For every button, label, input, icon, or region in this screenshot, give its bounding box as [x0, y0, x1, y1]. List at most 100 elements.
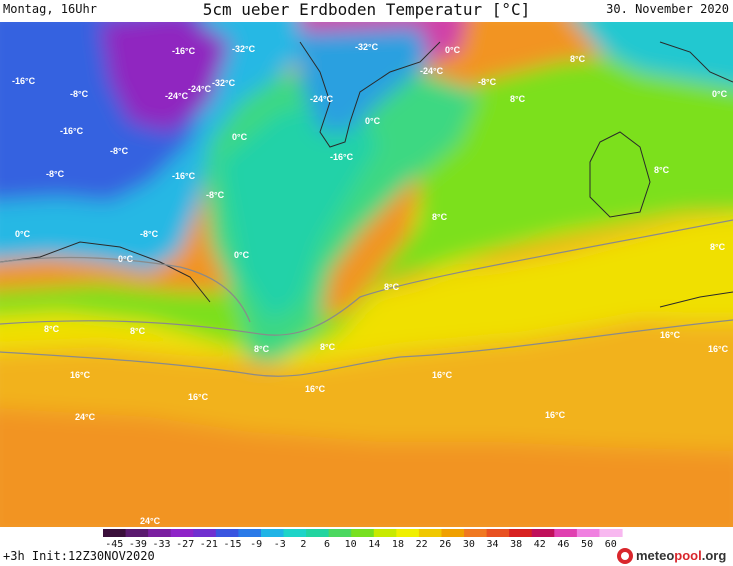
isotherms: [0, 219, 733, 377]
label-zero: 0°C: [365, 116, 381, 126]
scale-tick-label: -39: [129, 539, 147, 547]
scale-tick-label: 22: [416, 539, 428, 547]
scale-tick-label: 10: [345, 539, 357, 547]
scale-tick-label: -27: [176, 539, 194, 547]
scale-tick-label: -15: [223, 539, 241, 547]
label-eight: 8°C: [130, 326, 146, 336]
logo-text-post: .org: [701, 548, 727, 563]
label-eight: 8°C: [254, 344, 270, 354]
scale-swatch: [576, 529, 601, 537]
scale-tick-label: 60: [605, 539, 617, 547]
label-minus8: -8°C: [478, 77, 497, 87]
temperature-map: -32°C -32°C -32°C -24°C -24°C -24°C -24°…: [0, 22, 733, 527]
scale-tick-label: -21: [200, 539, 218, 547]
label-zero: 0°C: [118, 254, 134, 264]
temperature-field: [0, 22, 733, 527]
label-zero: 0°C: [234, 250, 250, 260]
scale-swatch: [418, 529, 443, 537]
label-sixteen: 16°C: [305, 384, 326, 394]
scale-tick-label: -33: [153, 539, 171, 547]
scale-swatch: [125, 529, 149, 537]
map-title: 5cm ueber Erdboden Temperatur [°C]: [202, 0, 531, 19]
label-sixteen: 16°C: [545, 410, 566, 420]
logo-text-pre: meteo: [636, 548, 675, 563]
scale-tick-label: -9: [250, 539, 262, 547]
color-scale: -45 -39 -33 -27 -21 -15 -9 -3 2 6 10 14 18 22 26 30 34 38…: [103, 529, 623, 547]
label-eight: 8°C: [44, 324, 60, 334]
coastlines: [0, 41, 733, 308]
scale-tick-label: 26: [439, 539, 451, 547]
label-eight: 8°C: [710, 242, 726, 252]
label-sixteen: 16°C: [70, 370, 91, 380]
scale-tick-label: 18: [392, 539, 404, 547]
scale-tick-label: 30: [463, 539, 475, 547]
scale-tick-label: 34: [486, 539, 498, 547]
label-eight: 8°C: [432, 212, 448, 222]
scale-swatch: [554, 529, 578, 537]
scale-swatch: [103, 529, 127, 537]
label-minus32: -32°C: [355, 42, 379, 52]
scale-swatch: [441, 529, 465, 537]
scale-tick-label: -45: [105, 539, 123, 547]
label-zero: 0°C: [232, 132, 248, 142]
label-minus24: -24°C: [188, 84, 212, 94]
scale-swatch: [170, 529, 194, 537]
label-minus16: -16°C: [330, 152, 354, 162]
label-minus8: -8°C: [206, 190, 225, 200]
meteopool-logo-icon: [617, 548, 633, 564]
label-minus8: -8°C: [46, 169, 65, 179]
label-minus8: -8°C: [110, 146, 129, 156]
label-minus16: -16°C: [172, 46, 196, 56]
scale-swatch: [148, 529, 172, 537]
scale-tick-label: 14: [368, 539, 380, 547]
scale-tick-label: 42: [534, 539, 546, 547]
label-minus32: -32°C: [232, 44, 256, 54]
label-zero: 0°C: [15, 229, 31, 239]
scale-swatch: [486, 529, 510, 537]
scale-swatch: [531, 529, 555, 537]
label-minus8: -8°C: [140, 229, 159, 239]
label-minus24: -24°C: [165, 91, 189, 101]
scale-tick-label: 2: [300, 539, 306, 547]
scale-swatch: [599, 529, 623, 537]
scale-swatch: [351, 529, 375, 537]
label-minus16: -16°C: [172, 171, 196, 181]
label-minus24: -24°C: [310, 94, 334, 104]
map-header: Montag, 16Uhr 5cm ueber Erdboden Tempera…: [0, 0, 733, 22]
label-zero: 0°C: [712, 89, 728, 99]
meteopool-logo[interactable]: meteopool.org: [617, 547, 729, 565]
logo-text-accent: pool: [674, 548, 702, 563]
label-twentyfour: 24°C: [140, 516, 161, 526]
scale-swatch: [306, 529, 330, 537]
scale-swatch: [396, 529, 420, 537]
scale-swatch: [509, 529, 533, 537]
scale-tick-label: 38: [510, 539, 522, 547]
label-sixteen: 16°C: [432, 370, 453, 380]
label-eight: 8°C: [654, 165, 670, 175]
scale-tick-label: 46: [557, 539, 569, 547]
label-sixteen: 16°C: [708, 344, 729, 354]
label-eight: 8°C: [570, 54, 586, 64]
scale-tick-label: -3: [274, 539, 286, 547]
temperature-labels: -32°C -32°C -32°C -24°C -24°C -24°C -24°…: [12, 42, 729, 526]
scale-swatch: [215, 529, 239, 537]
label-eight: 8°C: [510, 94, 526, 104]
label-minus24: -24°C: [420, 66, 444, 76]
label-minus8: -8°C: [70, 89, 89, 99]
label-minus16: -16°C: [60, 126, 84, 136]
label-eight: 8°C: [320, 342, 336, 352]
label-eight: 8°C: [384, 282, 400, 292]
scale-swatch: [464, 529, 488, 537]
scale-swatch: [238, 529, 262, 537]
label-twentyfour: 24°C: [75, 412, 96, 422]
label-sixteen: 16°C: [660, 330, 681, 340]
scale-swatch: [260, 529, 285, 537]
label-minus32: -32°C: [212, 78, 236, 88]
scale-swatch: [283, 529, 307, 537]
init-time: +3h Init:12Z30NOV2020: [3, 549, 155, 563]
scale-tick-label: 6: [324, 539, 330, 547]
label-minus16: -16°C: [12, 76, 36, 86]
map-footer: -45 -39 -33 -27 -21 -15 -9 -3 2 6 10 14 18 22 26 30 34 38…: [0, 527, 733, 566]
scale-swatch: [328, 529, 352, 537]
label-zero: 0°C: [445, 45, 461, 55]
